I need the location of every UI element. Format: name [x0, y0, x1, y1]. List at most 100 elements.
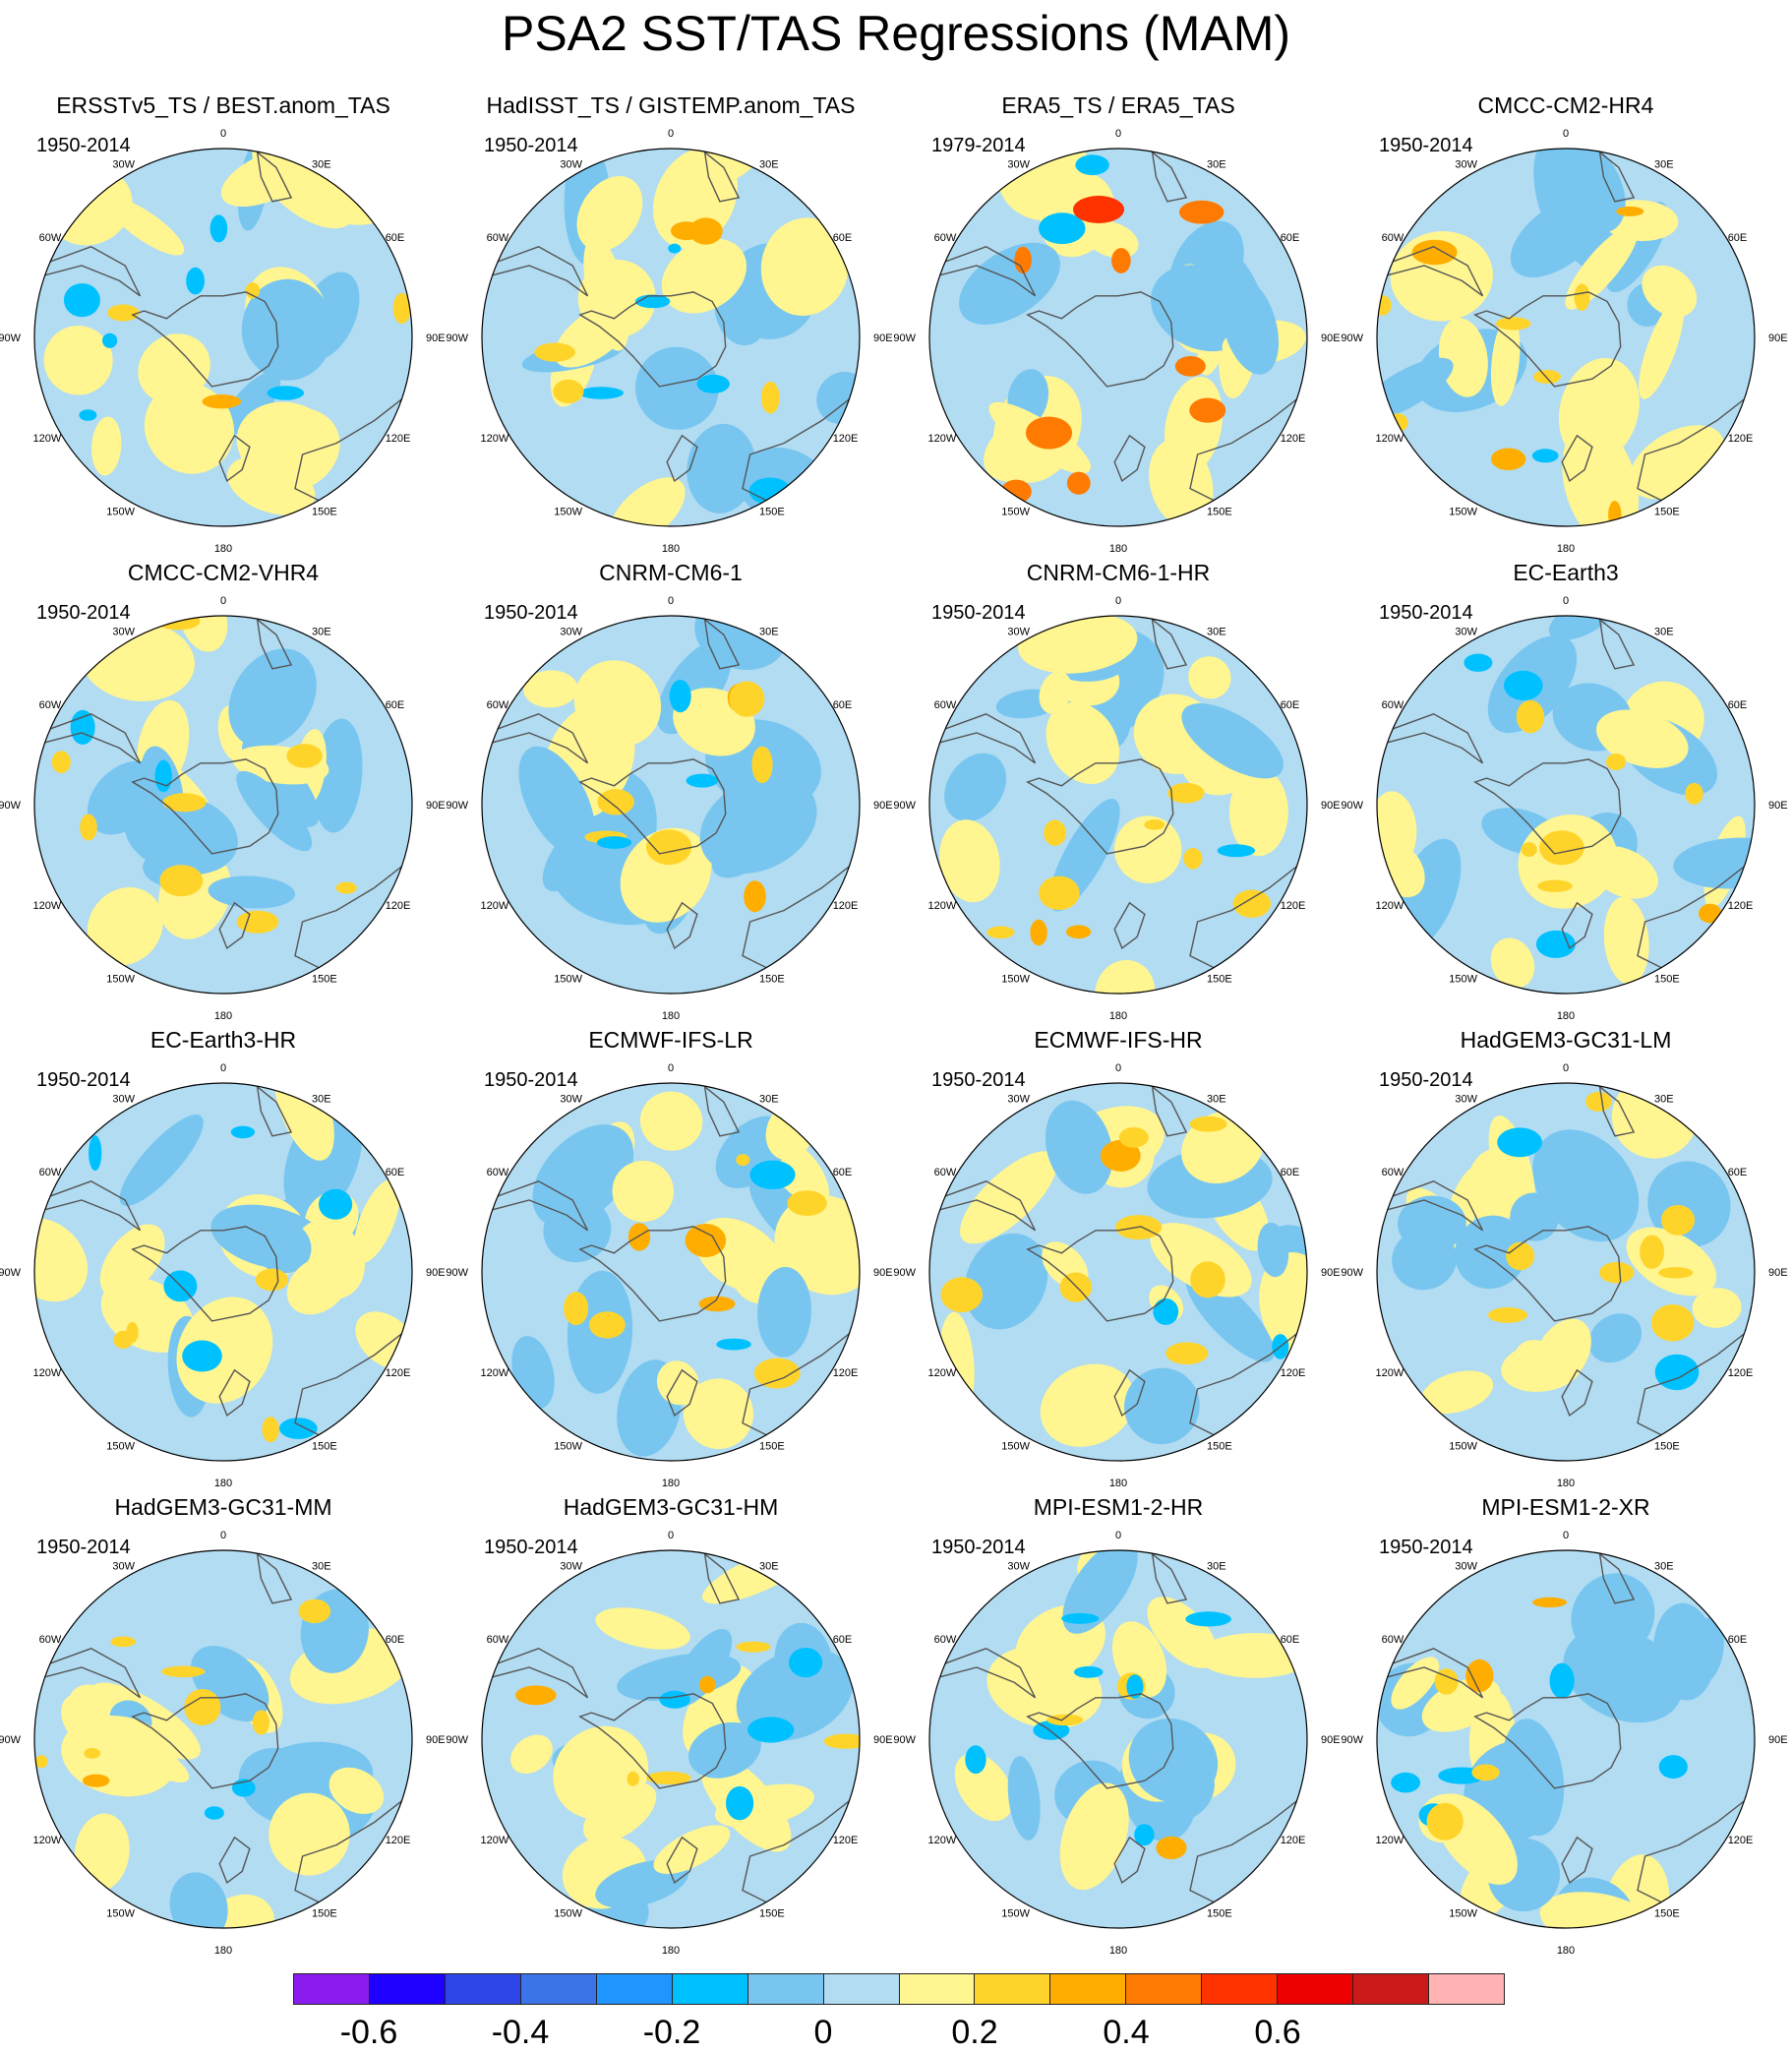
anomaly-blob	[986, 1646, 1103, 1729]
figure-title: PSA2 SST/TAS Regressions (MAM)	[501, 6, 1291, 61]
anomaly-core	[729, 681, 765, 717]
anomaly-blob	[1420, 1370, 1494, 1415]
longitude-label: 60E	[1281, 232, 1300, 244]
longitude-label: 30W	[1455, 158, 1477, 170]
anomaly-core	[110, 1636, 136, 1648]
longitude-label: 60W	[487, 1167, 509, 1178]
period-label: 1950-2014	[36, 1069, 131, 1091]
longitude-label: 180	[214, 1478, 232, 1489]
antarctica-coastline	[578, 758, 727, 855]
anomaly-core	[596, 836, 632, 849]
anomaly-core	[286, 744, 323, 768]
anomaly-blob	[252, 1219, 312, 1274]
anomaly-blob	[1501, 1342, 1583, 1392]
anomaly-core	[1531, 449, 1559, 463]
anomaly-core	[262, 1417, 279, 1443]
longitude-label: 60E	[1728, 232, 1748, 244]
africa-coastline	[703, 618, 741, 670]
anomaly-core	[1533, 370, 1562, 384]
longitude-label: 120W	[928, 1835, 957, 1846]
longitude-label: 60E	[833, 699, 853, 711]
longitude-label: 90E	[873, 1734, 893, 1746]
anomaly-core	[1100, 1139, 1141, 1172]
longitude-label: 150W	[1449, 1441, 1477, 1453]
nz-coastline	[1113, 901, 1146, 950]
anomaly-blob	[124, 793, 238, 875]
colorbar-swatch	[975, 1974, 1051, 2004]
longitude-label: 60W	[39, 1167, 62, 1178]
period-label: 1950-2014	[1379, 1069, 1473, 1091]
longitude-label: 150W	[1001, 974, 1030, 986]
anomaly-core	[736, 1154, 750, 1167]
map-boundary	[928, 1082, 1308, 1462]
longitude-label: 0	[1115, 128, 1121, 140]
map-panel: 0 30E 60E 90E 120E 150E 180 150W 120W 90W 60W 30W	[446, 1530, 892, 1957]
nz-coastline	[666, 434, 698, 483]
map-panel: 0 30E 60E 90E 120E 150E 180 150W 120W 90W 60W 30W	[0, 128, 446, 555]
africa-coastline	[256, 1085, 293, 1137]
longitude-label: 120W	[33, 900, 62, 912]
anomaly-core	[736, 1641, 771, 1653]
anomaly-blob	[1510, 1192, 1559, 1241]
africa-coastline	[1598, 1085, 1636, 1137]
colorbar-swatch	[672, 1974, 748, 2004]
anomaly-blob	[107, 1728, 190, 1782]
longitude-label: 90W	[446, 332, 468, 344]
anomaly-core	[335, 881, 357, 894]
longitude-label: 30E	[312, 626, 331, 637]
longitude-label: 150E	[759, 974, 785, 986]
longitude-label: 150W	[1449, 1908, 1477, 1920]
colorbar-swatch	[369, 1974, 446, 2004]
antarctica-coastline	[1473, 1693, 1622, 1789]
longitude-label: 30W	[112, 626, 135, 637]
anomaly-core	[986, 926, 1015, 939]
longitude-label: 60W	[934, 1167, 957, 1178]
colorbar-swatch	[1278, 1974, 1354, 2004]
longitude-label: 180	[662, 543, 680, 555]
anomaly-core	[1039, 875, 1080, 910]
antarctica-coastline	[1473, 758, 1622, 855]
longitude-label: 120W	[481, 1835, 509, 1846]
nz-coastline	[1561, 1836, 1593, 1885]
longitude-label: 180	[1557, 1945, 1575, 1957]
longitude-label: 90W	[0, 1734, 22, 1746]
colorbar-tick-label: 0	[813, 2014, 833, 2051]
anomaly-blob	[1147, 1597, 1218, 1668]
antarctica-coastline	[1026, 1226, 1174, 1322]
anomaly-blob	[1501, 1719, 1565, 1837]
anomaly-blob	[1040, 1363, 1135, 1447]
anomaly-core	[267, 386, 305, 400]
anomaly-core	[1174, 356, 1206, 377]
anomaly-core	[1391, 1772, 1420, 1793]
nz-coastline	[1113, 1368, 1146, 1418]
longitude-label: 120E	[833, 1835, 859, 1846]
anomaly-core	[1497, 1127, 1542, 1158]
colorbar-swatch	[520, 1974, 597, 2004]
anomaly-core	[159, 865, 204, 897]
map-panel: 0 30E 60E 90E 120E 150E 180 150W 120W 90W 60W 30W	[446, 595, 892, 1022]
anomaly-blob	[220, 149, 314, 208]
anomaly-core	[515, 1685, 557, 1706]
anomaly-core	[319, 1188, 353, 1220]
longitude-label: 180	[1109, 1945, 1127, 1957]
anomaly-core	[1516, 699, 1545, 734]
colorbar-swatch	[1202, 1974, 1279, 2004]
antarctica-coastline	[131, 291, 279, 388]
anomaly-core	[1650, 1304, 1695, 1342]
longitude-label: 60E	[1728, 1634, 1748, 1646]
anomaly-core	[1189, 1116, 1227, 1132]
map-panel: 0 30E 60E 90E 120E 150E 180 150W 120W 90W 60W 30W	[893, 128, 1340, 555]
anomaly-blob	[1548, 616, 1616, 640]
anomaly-core	[204, 1806, 224, 1820]
period-label: 1950-2014	[484, 602, 578, 624]
longitude-label: 120W	[928, 900, 957, 912]
panel-title: CNRM-CM6-1-HR	[1026, 560, 1211, 585]
period-label: 1950-2014	[931, 602, 1026, 624]
anomaly-blob	[1039, 671, 1072, 714]
nz-coastline	[1113, 434, 1146, 483]
longitude-label: 30W	[560, 158, 582, 170]
nz-coastline	[1113, 1836, 1146, 1885]
anomaly-core	[70, 709, 95, 746]
anomaly-blob	[518, 746, 596, 858]
anomaly-core	[597, 789, 634, 815]
